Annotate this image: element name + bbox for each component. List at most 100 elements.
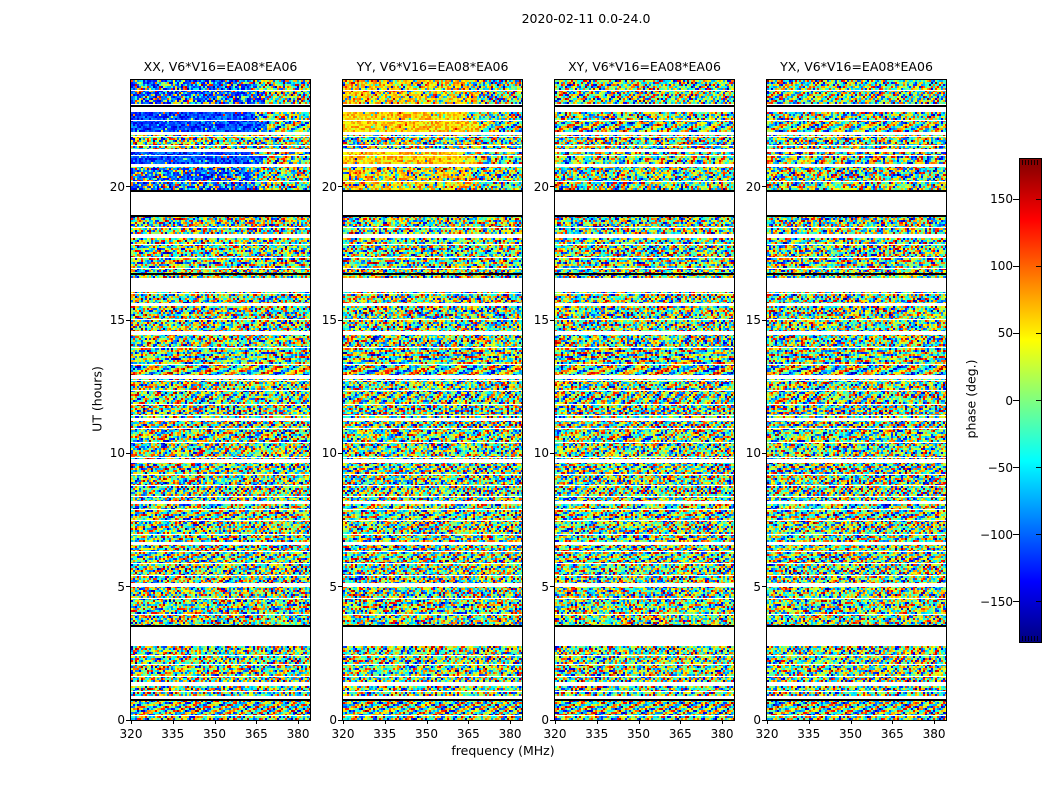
colorbar-tick-mark xyxy=(1013,400,1019,401)
colorbar: 150 100 50 0 −50 −100 −150 xyxy=(980,158,1042,643)
x-tick-mark xyxy=(722,720,724,724)
y-tick-label: 15 xyxy=(321,313,337,327)
y-tick-label: 0 xyxy=(541,713,549,727)
colorbar-tick-label: 0 xyxy=(1005,393,1013,408)
x-tick-mark xyxy=(298,720,300,724)
y-tick-mark xyxy=(550,186,554,188)
y-tick-mark xyxy=(762,719,766,721)
y-tick-mark xyxy=(762,586,766,588)
x-tick-mark xyxy=(384,720,386,724)
y-tick-label: 0 xyxy=(329,713,337,727)
y-tick-mark xyxy=(762,319,766,321)
colorbar-label: phase (deg.) xyxy=(963,359,979,439)
x-tick-label: 320 xyxy=(755,727,779,741)
y-tick-label: 10 xyxy=(321,446,337,461)
y-tick-mark xyxy=(550,319,554,321)
x-tick-mark xyxy=(638,720,640,724)
x-tick-label: 365 xyxy=(244,727,268,741)
colorbar-tick-mark xyxy=(1013,601,1019,603)
x-tick-label: 365 xyxy=(456,727,480,741)
colorbar-tick-mark-inner xyxy=(1036,467,1041,469)
y-tick-mark xyxy=(126,186,130,188)
colorbar-tick-label: −50 xyxy=(987,460,1013,475)
colorbar-tick-mark-inner xyxy=(1036,332,1041,334)
colorbar-tick-mark xyxy=(1013,198,1019,200)
panel-title-xy: XY, V6*V16=EA08*EA06 xyxy=(568,59,721,74)
x-tick-mark xyxy=(680,720,682,724)
phase-heatmap-canvas-yx xyxy=(767,80,946,720)
x-tick-mark xyxy=(256,720,258,724)
y-tick-label: 5 xyxy=(753,579,761,594)
colorbar-tick-mark-inner xyxy=(1036,534,1041,536)
y-tick-label: 10 xyxy=(109,446,125,461)
y-tick-mark xyxy=(126,319,130,321)
x-tick-label: 335 xyxy=(161,727,185,741)
y-tick-mark xyxy=(550,586,554,588)
x-tick-mark xyxy=(767,720,768,724)
y-tick-mark xyxy=(126,719,130,721)
y-tick-label: 5 xyxy=(329,579,337,594)
colorbar-gradient xyxy=(1020,159,1041,642)
x-tick-mark xyxy=(214,720,216,724)
y-tick-label: 20 xyxy=(321,179,337,194)
y-tick-label: 20 xyxy=(533,179,549,194)
phase-heatmap-canvas-xy xyxy=(555,80,734,720)
x-tick-mark xyxy=(131,720,132,724)
figure-title: 2020-02-11 0.0-24.0 xyxy=(521,11,651,26)
y-tick-label: 15 xyxy=(745,313,761,327)
colorbar-tick-label: 50 xyxy=(997,326,1013,341)
x-tick-mark xyxy=(596,720,598,724)
x-tick-label: 320 xyxy=(119,727,143,741)
x-tick-mark xyxy=(172,720,174,724)
x-tick-label: 380 xyxy=(922,727,946,741)
x-tick-mark xyxy=(892,720,894,724)
colorbar-tick-label: 100 xyxy=(990,259,1013,274)
y-tick-mark xyxy=(338,186,342,188)
colorbar-tick-mark-inner xyxy=(1036,400,1041,401)
colorbar-tick-mark-inner xyxy=(1036,265,1041,267)
y-tick-mark xyxy=(338,586,342,588)
panel-title-xx: XX, V6*V16=EA08*EA06 xyxy=(143,59,298,74)
x-tick-mark xyxy=(808,720,810,724)
x-tick-label: 380 xyxy=(286,727,310,741)
x-tick-label: 350 xyxy=(203,727,226,741)
x-tick-label: 320 xyxy=(331,727,355,741)
colorbar-tick-label: 150 xyxy=(990,192,1013,207)
y-tick-mark xyxy=(338,452,342,454)
y-tick-mark xyxy=(126,452,130,454)
y-tick-label: 20 xyxy=(745,179,761,194)
x-tick-mark xyxy=(510,720,512,724)
colorbar-tick-mark-inner xyxy=(1036,198,1041,200)
x-tick-label: 365 xyxy=(668,727,692,741)
x-tick-label: 320 xyxy=(543,727,567,741)
colorbar-tick-mark-inner xyxy=(1036,601,1041,603)
y-tick-mark xyxy=(762,186,766,188)
y-tick-label: 0 xyxy=(117,713,125,727)
y-tick-mark xyxy=(762,452,766,454)
x-tick-label: 335 xyxy=(373,727,397,741)
x-tick-label: 380 xyxy=(710,727,734,741)
x-axis-label: frequency (MHz) xyxy=(451,743,555,758)
y-tick-label: 10 xyxy=(745,446,761,461)
x-tick-mark xyxy=(934,720,936,724)
panel-xx: XX, V6*V16=EA08*EA06 0 5 10 15 20 320 335 350 36… xyxy=(110,59,311,741)
panel-yy: YY, V6*V16=EA08*EA06 0 5 10 15 20 320 335 350 36… xyxy=(322,59,523,741)
y-tick-mark xyxy=(338,719,342,721)
x-tick-label: 365 xyxy=(880,727,904,741)
y-tick-mark xyxy=(338,319,342,321)
x-tick-label: 350 xyxy=(839,727,862,741)
panel-title-yy: YY, V6*V16=EA08*EA06 xyxy=(356,59,509,74)
colorbar-tick-mark xyxy=(1013,467,1019,469)
x-tick-mark xyxy=(555,720,556,724)
y-tick-mark xyxy=(550,452,554,454)
panel-xy: XY, V6*V16=EA08*EA06 0 5 10 15 20 320 335 350 36… xyxy=(534,59,735,741)
y-tick-mark xyxy=(126,586,130,588)
y-tick-label: 15 xyxy=(533,313,549,327)
x-tick-label: 350 xyxy=(627,727,650,741)
x-tick-mark xyxy=(343,720,344,724)
colorbar-cap-ticks-top xyxy=(1022,160,1039,165)
y-tick-label: 5 xyxy=(117,579,125,594)
x-tick-label: 335 xyxy=(585,727,609,741)
colorbar-cap-ticks-bottom xyxy=(1022,636,1039,641)
